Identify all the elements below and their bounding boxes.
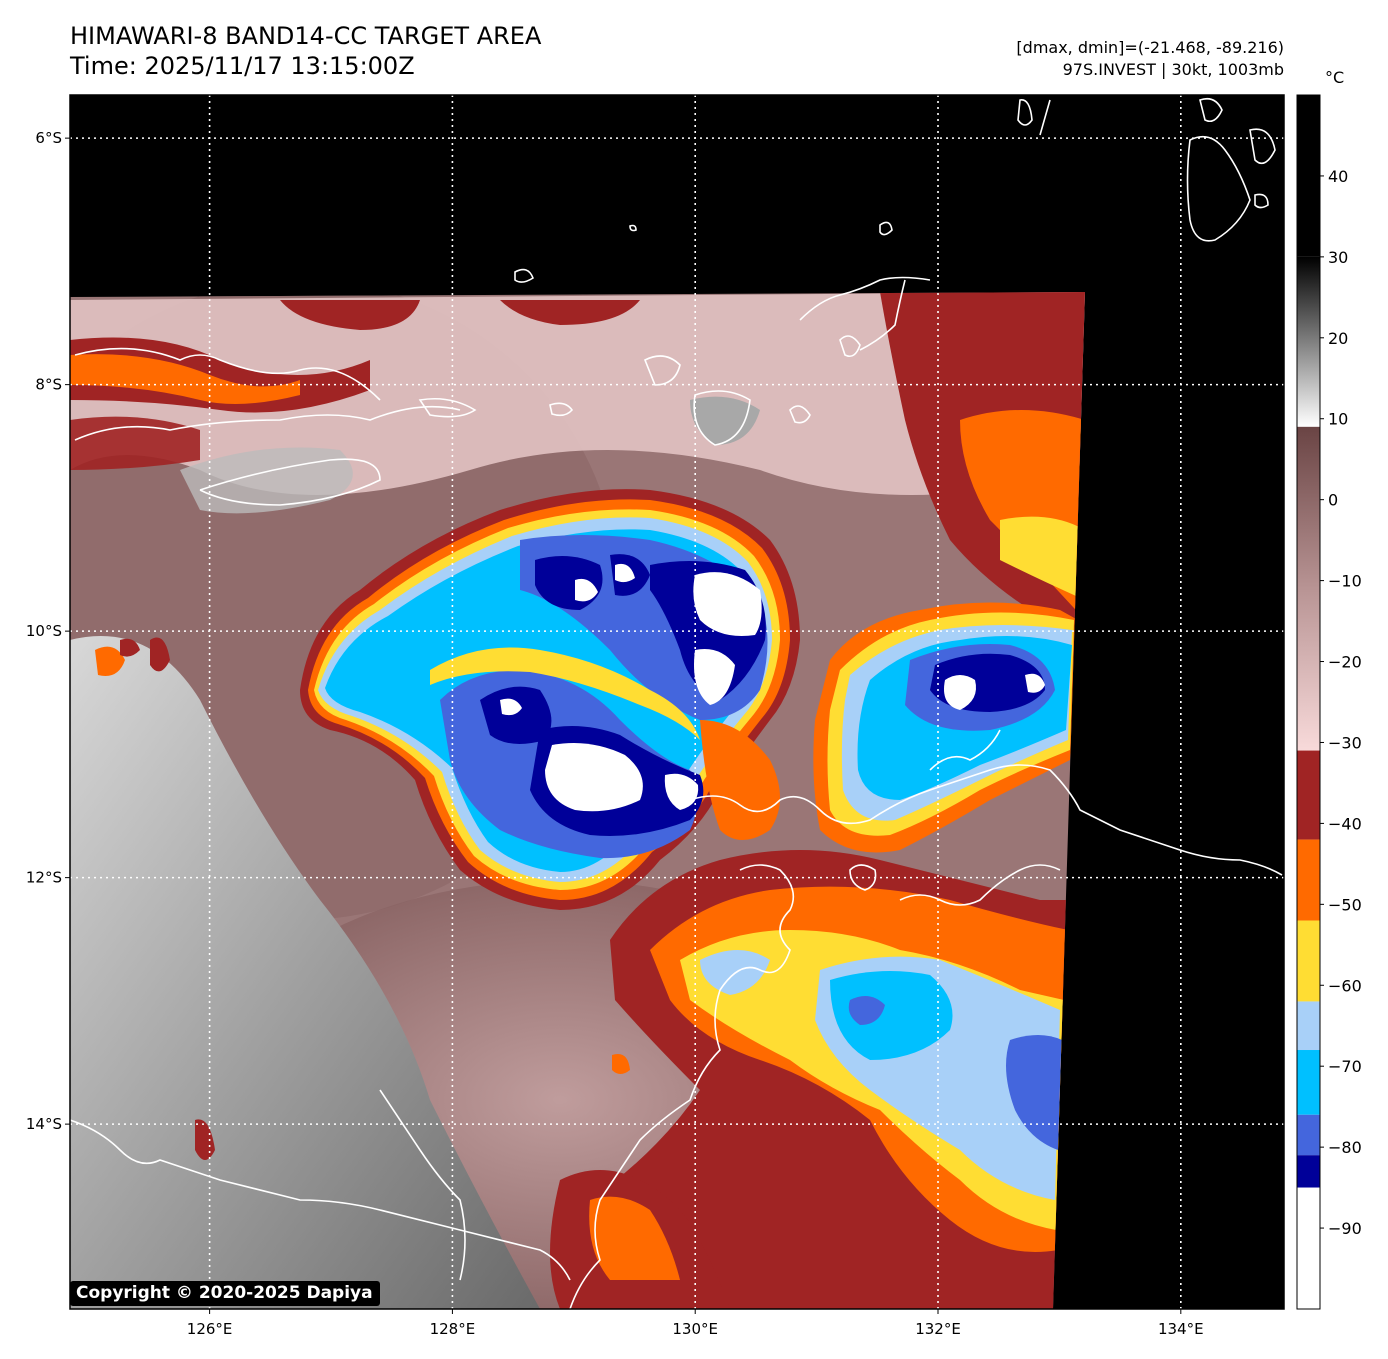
colorbar-band bbox=[1297, 1155, 1320, 1188]
colorbar-tick-label: −50 bbox=[1328, 895, 1362, 914]
tick-label-lon: 128°E bbox=[430, 1320, 476, 1338]
map-axes: 126°E 128°E 130°E 132°E 134°E 6°S 8°S 10°S 12°S 1… bbox=[26, 129, 1204, 1338]
gridlines bbox=[70, 95, 1284, 1309]
colorbar-tick-label: −30 bbox=[1328, 733, 1362, 752]
colorbar-band bbox=[1297, 839, 1320, 921]
colorbar-band bbox=[1297, 1001, 1320, 1051]
colorbar-tick-label: −70 bbox=[1328, 1057, 1362, 1076]
colorbar-tick-label: −40 bbox=[1328, 814, 1362, 833]
colorbar-band bbox=[1297, 750, 1320, 840]
storm-info-label: 97S.INVEST | 30kt, 1003mb bbox=[1062, 60, 1284, 79]
colorbar-tick-label: −80 bbox=[1328, 1138, 1362, 1157]
colorbar-band bbox=[1297, 256, 1320, 427]
timestamp: Time: 2025/11/17 13:15:00Z bbox=[70, 52, 415, 80]
title: HIMAWARI-8 BAND14-CC TARGET AREA bbox=[70, 22, 542, 50]
colorbar-band bbox=[1297, 920, 1320, 1002]
colorbar-frame bbox=[1296, 94, 1321, 1310]
colorbar-tick-label: −60 bbox=[1328, 976, 1362, 995]
tick-label-lat: 12°S bbox=[26, 869, 62, 887]
coastlines bbox=[70, 97, 1283, 1309]
colorbar-tick-label: 10 bbox=[1328, 410, 1348, 429]
tick-label-lon: 126°E bbox=[187, 1320, 233, 1338]
tick-label-lat: 8°S bbox=[35, 376, 62, 394]
tick-label-lon: 134°E bbox=[1158, 1320, 1204, 1338]
tick-label-lon: 132°E bbox=[915, 1320, 961, 1338]
colorbar-tick-label: 30 bbox=[1328, 248, 1348, 267]
colorbar: 40 30 20 10 0 −10 −20 −30 −40 −50 −60 −70 −80 −90 bbox=[1296, 94, 1362, 1310]
colorbar-band bbox=[1297, 426, 1320, 751]
colorbar-tick-label: −90 bbox=[1328, 1219, 1362, 1238]
tick-label-lat: 10°S bbox=[26, 622, 62, 640]
colorbar-tick-label: −20 bbox=[1328, 653, 1362, 672]
tick-label-lon: 130°E bbox=[672, 1320, 718, 1338]
colorbar-band bbox=[1297, 1114, 1320, 1156]
colorbar-tick-label: 20 bbox=[1328, 329, 1348, 348]
colorbar-band bbox=[1297, 95, 1320, 257]
tick-label-lat: 6°S bbox=[35, 129, 62, 147]
tick-label-lat: 14°S bbox=[26, 1115, 62, 1133]
map-frame bbox=[69, 94, 1285, 1310]
colorbar-tick-label: 0 bbox=[1328, 491, 1338, 510]
copyright-label: Copyright © 2020-2025 Dapiya bbox=[70, 1281, 380, 1306]
colorbar-tick-label: 40 bbox=[1328, 167, 1348, 186]
colorbar-unit: °C bbox=[1325, 68, 1345, 87]
colorbar-band bbox=[1297, 1187, 1320, 1309]
data-range-label: [dmax, dmin]=(-21.468, -89.216) bbox=[1016, 38, 1284, 57]
colorbar-band bbox=[1297, 1050, 1320, 1115]
colorbar-tick-label: −10 bbox=[1328, 572, 1362, 591]
data-swath bbox=[70, 292, 1085, 1309]
